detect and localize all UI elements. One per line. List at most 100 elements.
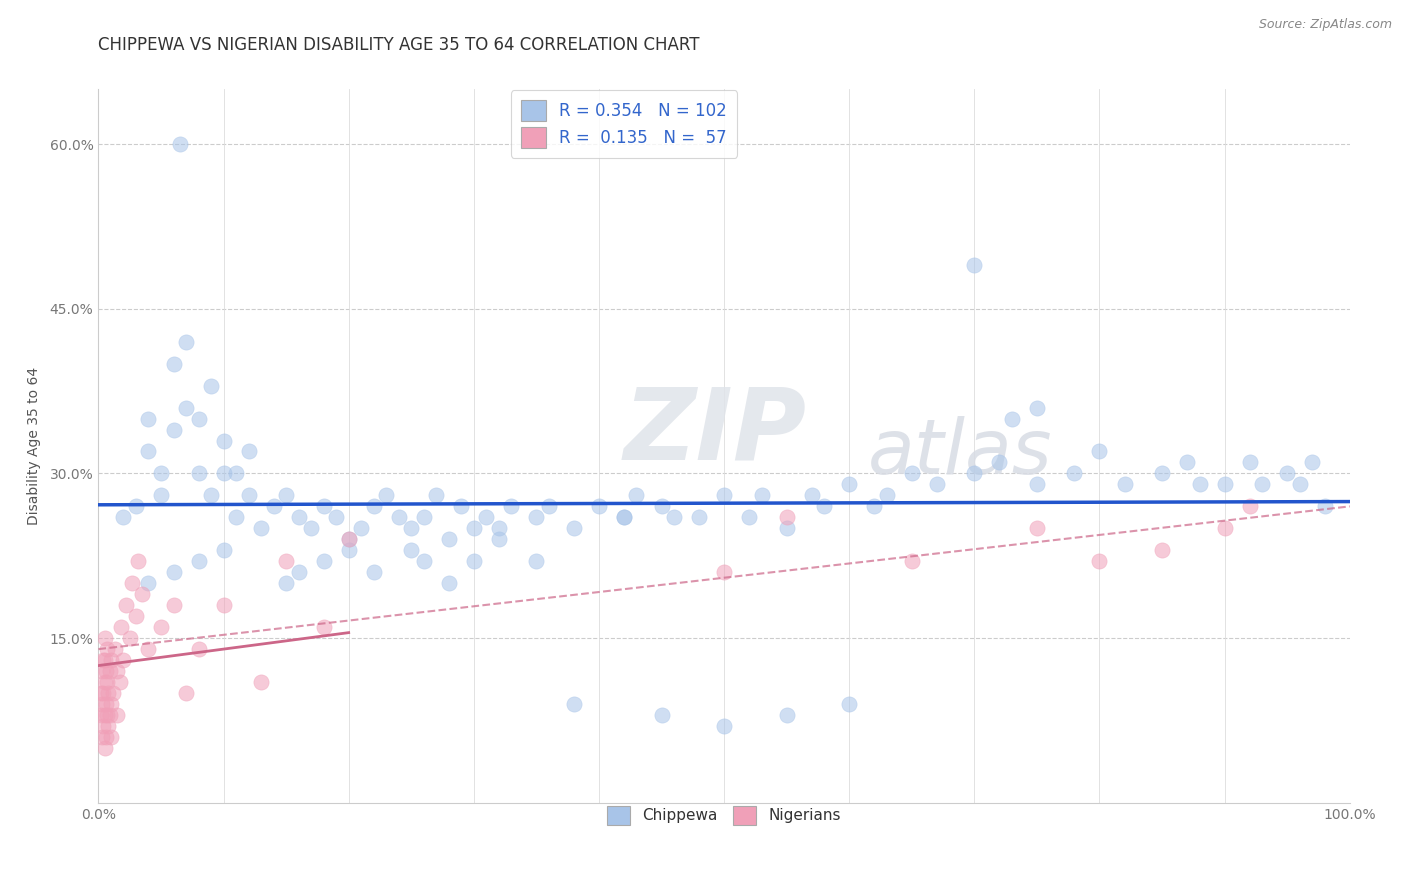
Point xyxy=(963,467,986,481)
Point xyxy=(187,642,209,657)
Point xyxy=(96,675,118,690)
Point xyxy=(900,467,922,481)
Point xyxy=(162,598,184,612)
Point xyxy=(274,554,298,568)
Point xyxy=(287,566,309,580)
Point xyxy=(751,488,773,502)
Point xyxy=(688,510,710,524)
Point xyxy=(776,510,799,524)
Point xyxy=(110,620,132,634)
Point xyxy=(388,510,411,524)
Point xyxy=(800,488,823,502)
Point xyxy=(100,730,122,744)
Point xyxy=(1026,521,1049,535)
Point xyxy=(138,576,160,591)
Point xyxy=(713,488,735,502)
Point xyxy=(138,444,160,458)
Text: atlas: atlas xyxy=(868,417,1053,490)
Point xyxy=(200,488,222,502)
Point xyxy=(187,554,209,568)
Text: Source: ZipAtlas.com: Source: ZipAtlas.com xyxy=(1258,18,1392,31)
Point xyxy=(1150,467,1173,481)
Point xyxy=(626,488,648,502)
Point xyxy=(463,521,485,535)
Point xyxy=(963,258,986,272)
Point xyxy=(104,642,127,657)
Point xyxy=(100,653,122,667)
Point xyxy=(401,521,423,535)
Point xyxy=(287,510,309,524)
Point xyxy=(94,664,117,678)
Point xyxy=(463,554,485,568)
Point xyxy=(96,708,118,723)
Point xyxy=(350,521,373,535)
Point xyxy=(488,533,510,547)
Point xyxy=(212,467,235,481)
Point xyxy=(125,500,148,514)
Point xyxy=(138,411,160,425)
Point xyxy=(1150,543,1173,558)
Point xyxy=(776,708,799,723)
Point xyxy=(187,467,209,481)
Point xyxy=(900,554,922,568)
Point xyxy=(450,500,472,514)
Point xyxy=(375,488,398,502)
Point xyxy=(250,521,273,535)
Point xyxy=(501,500,523,514)
Point xyxy=(93,653,115,667)
Point xyxy=(337,533,360,547)
Point xyxy=(1001,411,1024,425)
Point xyxy=(238,488,260,502)
Point xyxy=(93,653,115,667)
Point xyxy=(1313,500,1336,514)
Point xyxy=(1213,477,1236,491)
Point xyxy=(437,533,460,547)
Point xyxy=(112,653,135,667)
Point xyxy=(162,423,184,437)
Point xyxy=(93,740,115,755)
Point xyxy=(925,477,948,491)
Point xyxy=(93,708,115,723)
Point xyxy=(103,686,125,700)
Point xyxy=(1088,444,1111,458)
Point xyxy=(738,510,761,524)
Point xyxy=(105,708,128,723)
Point xyxy=(337,533,360,547)
Point xyxy=(127,554,149,568)
Point xyxy=(98,664,121,678)
Point xyxy=(225,467,247,481)
Point xyxy=(162,566,184,580)
Point xyxy=(425,488,447,502)
Point xyxy=(838,697,860,711)
Point xyxy=(1251,477,1274,491)
Point xyxy=(312,620,335,634)
Point xyxy=(115,598,138,612)
Point xyxy=(96,642,118,657)
Point xyxy=(274,576,298,591)
Point xyxy=(98,708,121,723)
Point xyxy=(412,554,434,568)
Point xyxy=(613,510,636,524)
Point xyxy=(93,719,115,733)
Point xyxy=(131,587,153,601)
Point xyxy=(90,686,112,700)
Point xyxy=(1114,477,1136,491)
Point xyxy=(225,510,247,524)
Point xyxy=(90,708,112,723)
Point xyxy=(713,566,735,580)
Point xyxy=(91,730,114,744)
Point xyxy=(1239,500,1261,514)
Point xyxy=(1301,455,1323,469)
Point xyxy=(150,467,173,481)
Point xyxy=(1213,521,1236,535)
Point xyxy=(150,620,173,634)
Point xyxy=(105,664,128,678)
Point xyxy=(1088,554,1111,568)
Point xyxy=(150,488,173,502)
Point xyxy=(93,631,115,645)
Point xyxy=(662,510,685,524)
Point xyxy=(1026,477,1049,491)
Text: ZIP: ZIP xyxy=(624,384,807,480)
Point xyxy=(650,500,672,514)
Point xyxy=(1239,455,1261,469)
